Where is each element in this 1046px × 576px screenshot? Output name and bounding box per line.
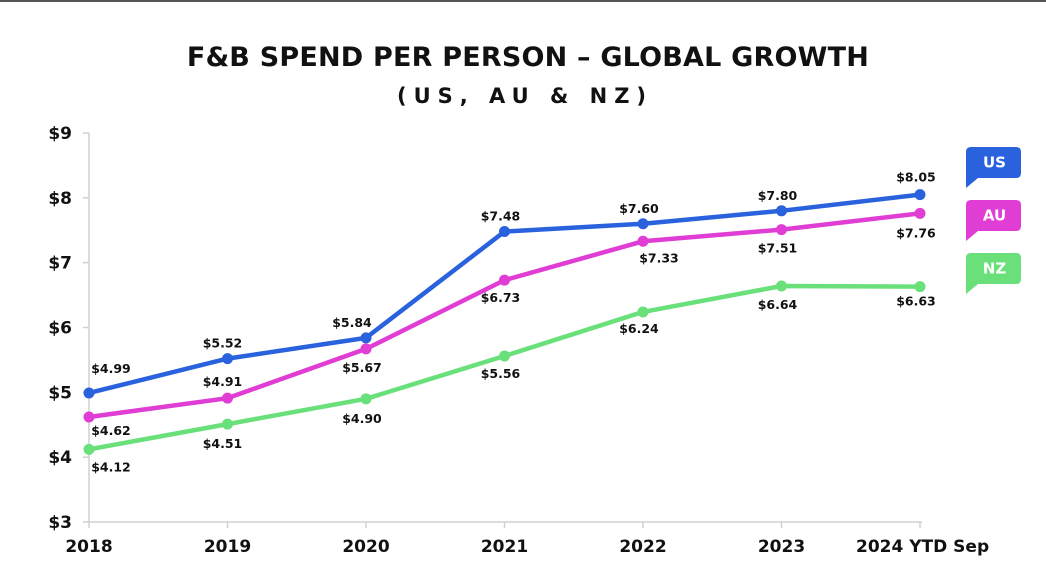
y-tick-label: $3 bbox=[48, 513, 72, 533]
data-label-us: $7.80 bbox=[758, 188, 798, 203]
data-label-au: $7.33 bbox=[639, 250, 679, 265]
data-label-nz: $4.51 bbox=[203, 436, 243, 451]
data-label-au: $7.51 bbox=[758, 241, 798, 256]
data-point-nz bbox=[499, 350, 510, 362]
x-tick-label: 2021 bbox=[481, 537, 528, 557]
data-label-us: $5.84 bbox=[332, 315, 372, 330]
data-point-nz bbox=[914, 281, 926, 293]
chart-title: F&B SPEND PER PERSON – GLOBAL GROWTH bbox=[186, 42, 870, 73]
data-label-us: $5.52 bbox=[203, 336, 243, 351]
legend-label-nz: NZ bbox=[983, 260, 1007, 278]
legend-label-us: US bbox=[983, 154, 1006, 172]
y-tick-label: $6 bbox=[48, 319, 72, 339]
data-label-nz: $6.24 bbox=[619, 321, 659, 336]
data-label-nz: $4.12 bbox=[91, 459, 131, 474]
y-tick-label: $9 bbox=[48, 124, 72, 144]
data-label-us: $4.99 bbox=[91, 361, 131, 376]
data-point-us bbox=[499, 226, 510, 238]
data-label-au: $5.67 bbox=[342, 360, 382, 375]
y-tick-label: $4 bbox=[48, 448, 72, 468]
data-label-au: $4.91 bbox=[203, 374, 243, 389]
legend-badge-us bbox=[966, 147, 1021, 188]
data-point-nz bbox=[637, 306, 649, 318]
legend-badge-nz bbox=[966, 253, 1021, 294]
data-label-us: $7.48 bbox=[481, 209, 521, 224]
data-label-nz: $6.63 bbox=[896, 294, 936, 309]
data-point-au bbox=[499, 274, 510, 286]
data-label-nz: $5.56 bbox=[481, 366, 521, 381]
data-point-us bbox=[637, 218, 649, 230]
legend-badge-au bbox=[966, 200, 1021, 241]
y-tick-label: $5 bbox=[48, 383, 72, 403]
data-label-nz: $4.90 bbox=[342, 411, 382, 426]
data-point-us bbox=[360, 332, 372, 344]
x-tick-label: 2020 bbox=[342, 537, 389, 557]
data-point-nz bbox=[222, 418, 233, 430]
data-label-au: $4.62 bbox=[91, 423, 131, 438]
x-tick-label: 2024 YTD Sep bbox=[856, 537, 989, 557]
y-tick-label: $8 bbox=[48, 189, 72, 209]
data-point-us bbox=[914, 189, 926, 201]
x-tick-label: 2018 bbox=[65, 537, 112, 557]
top-divider bbox=[0, 0, 1046, 2]
data-label-au: $7.76 bbox=[896, 225, 936, 240]
data-point-au bbox=[360, 343, 372, 355]
data-label-nz: $6.64 bbox=[758, 297, 798, 312]
data-point-nz bbox=[83, 443, 95, 455]
data-point-us bbox=[83, 387, 95, 399]
data-point-au bbox=[776, 224, 787, 236]
series-points bbox=[83, 189, 926, 455]
chart-axes: $9 $8 $7 $6 $5 $4 $3 2018 2019 2020 2021 2022 2023 20… bbox=[48, 124, 989, 557]
x-tick-label: 2019 bbox=[204, 537, 251, 557]
data-point-au bbox=[914, 207, 926, 219]
y-tick-label: $7 bbox=[48, 254, 72, 274]
data-label-us: $7.60 bbox=[619, 201, 659, 216]
data-point-au bbox=[222, 392, 233, 404]
x-tick-label: 2022 bbox=[619, 537, 666, 557]
data-point-nz bbox=[776, 280, 787, 292]
data-label-us: $8.05 bbox=[896, 170, 936, 185]
legend: US AU NZ bbox=[966, 147, 1021, 294]
data-point-nz bbox=[360, 393, 372, 405]
data-labels: $4.99 $5.52 $5.84 $7.48 $7.60 $7.80 $8.05 $4.62… bbox=[91, 170, 936, 475]
x-tick-label: 2023 bbox=[758, 537, 805, 557]
data-point-au bbox=[83, 411, 95, 423]
data-point-us bbox=[776, 205, 787, 217]
data-label-au: $6.73 bbox=[481, 290, 521, 305]
legend-label-au: AU bbox=[983, 207, 1006, 225]
data-point-us bbox=[222, 353, 233, 365]
data-point-au bbox=[637, 235, 649, 247]
chart-subtitle: (US, AU & NZ) bbox=[396, 84, 654, 108]
